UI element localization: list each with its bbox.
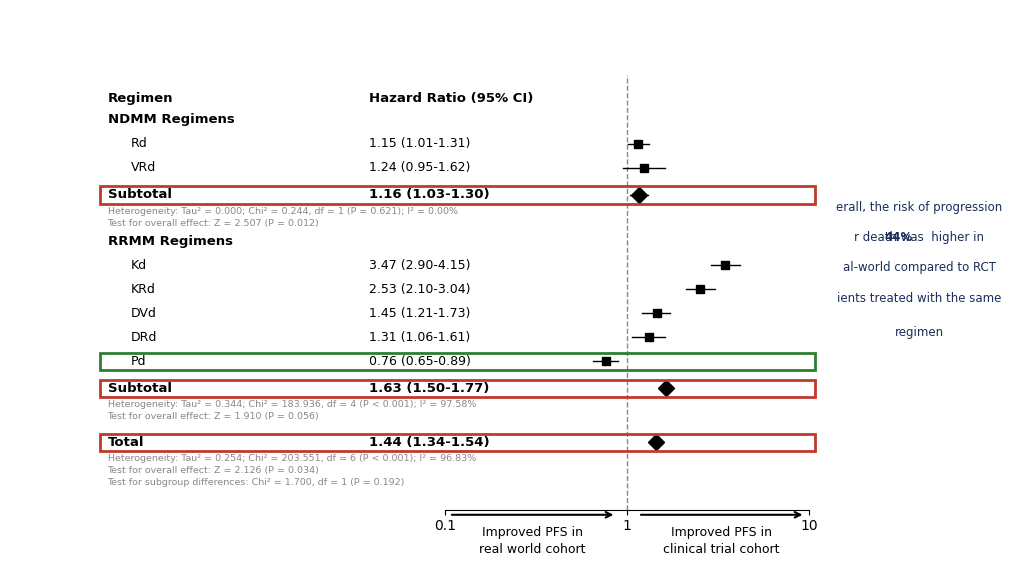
Text: erall, the risk of progression: erall, the risk of progression <box>836 200 1002 214</box>
Text: regimen: regimen <box>895 326 943 339</box>
Text: clinical trial cohort: clinical trial cohort <box>664 543 780 555</box>
Text: Regimen: Regimen <box>108 92 173 105</box>
Bar <box>100 353 815 370</box>
Text: 1.15 (1.01-1.31): 1.15 (1.01-1.31) <box>369 137 470 150</box>
Text: r death was  higher in: r death was higher in <box>854 231 984 244</box>
Text: ): ) <box>780 20 793 49</box>
Text: Embargoed until Saturday, Dec. 9, 2023, at 7:00 a.m. Pacific time: Embargoed until Saturday, Dec. 9, 2023, … <box>23 547 526 562</box>
Text: Heterogeneity: Tau² = 0.344; Chi² = 183.936, df = 4 (P < 0.001); I² = 97.58%: Heterogeneity: Tau² = 0.344; Chi² = 183.… <box>108 400 476 410</box>
Text: 3.47 (2.90-4.15): 3.47 (2.90-4.15) <box>369 259 470 272</box>
Text: Test for overall effect: Z = 2.507 (P = 0.012): Test for overall effect: Z = 2.507 (P = … <box>108 219 319 228</box>
Text: 1.63 (1.50-1.77): 1.63 (1.50-1.77) <box>369 382 489 395</box>
Bar <box>100 380 815 397</box>
Text: real world cohort: real world cohort <box>479 543 586 555</box>
Text: Results: Results <box>23 19 156 50</box>
Text: VRd: VRd <box>131 161 157 175</box>
Text: Subtotal: Subtotal <box>108 382 171 395</box>
Text: 1.45 (1.21-1.73): 1.45 (1.21-1.73) <box>369 307 470 320</box>
Text: 2.53 (2.10-3.04): 2.53 (2.10-3.04) <box>369 283 470 296</box>
Text: Test for subgroup differences: Chi² = 1.700, df = 1 (P = 0.192): Test for subgroup differences: Chi² = 1.… <box>108 478 404 487</box>
Text: Rd: Rd <box>131 137 147 150</box>
Text: –: – <box>138 19 155 50</box>
Text: Pd: Pd <box>131 355 146 368</box>
Text: Forest plot (: Forest plot ( <box>169 20 354 49</box>
Text: Subtotal: Subtotal <box>108 188 171 202</box>
Text: Kd: Kd <box>131 259 147 272</box>
Text: DVd: DVd <box>131 307 157 320</box>
Text: 0.76 (0.65-0.89): 0.76 (0.65-0.89) <box>369 355 470 368</box>
Text: 1.16 (1.03-1.30): 1.16 (1.03-1.30) <box>369 188 489 202</box>
Bar <box>100 434 815 451</box>
Text: DRd: DRd <box>131 331 158 344</box>
Text: 1.44 (1.34-1.54): 1.44 (1.34-1.54) <box>369 436 489 449</box>
Text: Improved PFS in: Improved PFS in <box>482 526 584 539</box>
Text: ients treated with the same: ients treated with the same <box>837 292 1001 305</box>
Text: 1.24 (0.95-1.62): 1.24 (0.95-1.62) <box>369 161 470 175</box>
Text: (Visram et al. ASH 2023 Abstract #541): (Visram et al. ASH 2023 Abstract #541) <box>754 548 1004 561</box>
Text: Heterogeneity: Tau² = 0.254; Chi² = 203.551, df = 6 (P < 0.001); I² = 96.83%: Heterogeneity: Tau² = 0.254; Chi² = 203.… <box>108 454 476 463</box>
Text: 1.31 (1.06-1.61): 1.31 (1.06-1.61) <box>369 331 470 344</box>
Text: KRd: KRd <box>131 283 156 296</box>
Text: Heterogeneity: Tau² = 0.000; Chi² = 0.244, df = 1 (P = 0.621); I² = 0.00%: Heterogeneity: Tau² = 0.000; Chi² = 0.24… <box>108 207 458 216</box>
Text: progression free survival: progression free survival <box>364 20 796 49</box>
Text: RRMM Regimens: RRMM Regimens <box>108 235 232 248</box>
Text: Total: Total <box>108 436 144 449</box>
Text: Test for overall effect: Z = 1.910 (P = 0.056): Test for overall effect: Z = 1.910 (P = … <box>108 412 319 421</box>
Text: Improved PFS in: Improved PFS in <box>671 526 772 539</box>
Text: al-world compared to RCT: al-world compared to RCT <box>843 262 995 274</box>
Text: 44%: 44% <box>884 231 912 244</box>
Text: NDMM Regimens: NDMM Regimens <box>108 113 234 126</box>
Text: Hazard Ratio (95% CI): Hazard Ratio (95% CI) <box>369 92 534 105</box>
Text: Test for overall effect: Z = 2.126 (P = 0.034): Test for overall effect: Z = 2.126 (P = … <box>108 466 319 475</box>
Bar <box>100 186 815 203</box>
